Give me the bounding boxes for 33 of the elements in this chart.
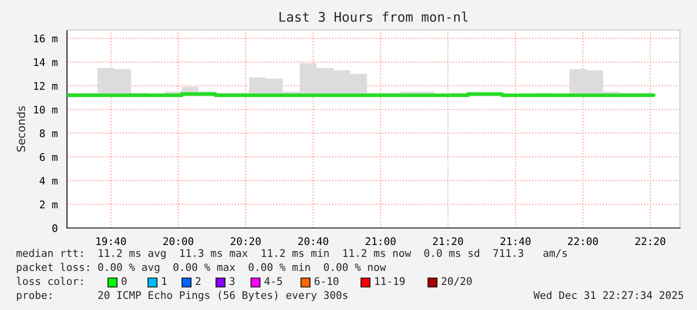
text: 11-19 xyxy=(375,277,405,286)
y-tick-label: 12 m xyxy=(34,82,58,90)
chart-title: Last 3 Hours from mon-nl xyxy=(280,12,468,22)
y-axis-title: Seconds xyxy=(16,106,26,152)
y-tick-label: 0 xyxy=(52,224,58,232)
text: 1 xyxy=(162,277,167,285)
x-tick-label: 22:00 xyxy=(568,237,598,246)
y-tick-label: 8 m xyxy=(40,129,58,138)
y-tick-label: 16 m xyxy=(34,34,58,42)
text: 4-5 xyxy=(264,277,282,286)
x-tick-label: 21:20 xyxy=(433,237,463,246)
text: 20/20 xyxy=(442,277,472,286)
text: median rtt: 11.2 ms avg 11.3 ms max 11.2 ms min 11.2 ms now 0.0 ms sd 711.3 am/s xyxy=(16,248,567,260)
text: 2 xyxy=(196,277,200,285)
y-tick-label: 4 m xyxy=(40,176,58,185)
text: 6-10 xyxy=(314,277,338,286)
x-tick-label: 20:20 xyxy=(230,237,261,246)
y-tick-label: 2 m xyxy=(40,200,58,208)
text: loss color: xyxy=(16,276,82,286)
text: Wed Dec 31 22:27:34 2025 xyxy=(533,290,684,300)
x-tick-label: 19:40 xyxy=(96,237,126,246)
y-tick-label: 14 m xyxy=(34,58,58,66)
text: packet loss: 0.00 % avg 0.00 % max 0.00 % min 0.00 % now xyxy=(16,262,386,274)
y-tick-label: 10 m xyxy=(34,106,58,114)
x-tick-label: 20:40 xyxy=(298,237,328,246)
x-tick-label: 22:20 xyxy=(635,237,666,246)
text: 0 xyxy=(122,277,127,286)
y-tick-label: 6 m xyxy=(40,153,58,161)
text: probe: 20 ICMP Echo Pings (56 Bytes) every 300s xyxy=(16,290,348,302)
x-tick-label: 21:00 xyxy=(366,237,396,246)
x-tick-label: 21:40 xyxy=(500,237,531,246)
x-tick-label: 20:00 xyxy=(163,237,194,246)
text: 3 xyxy=(230,277,234,286)
